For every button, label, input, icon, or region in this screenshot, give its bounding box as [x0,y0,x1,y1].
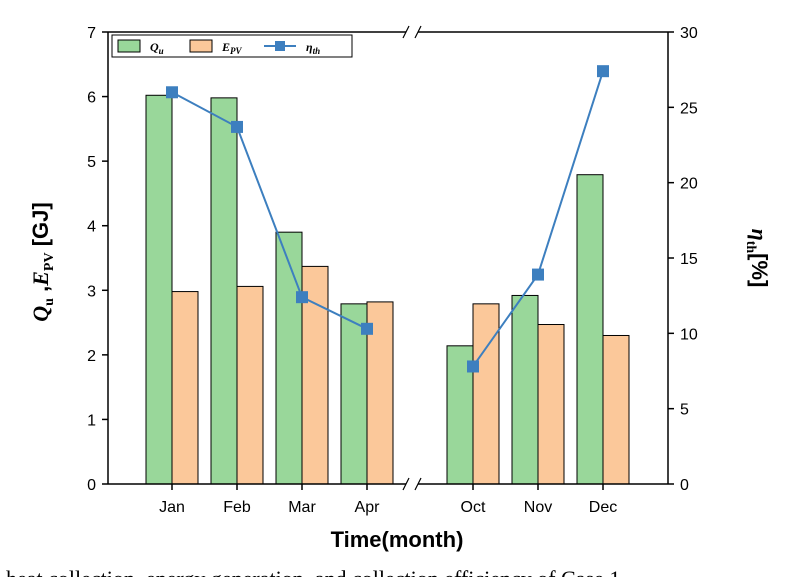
legend-box [111,34,353,58]
legend-swatch-epv [189,39,213,53]
left-tick-label: 3 [87,283,96,300]
x-axis-title: Time(month) [331,527,464,552]
x-tick-label: Dec [589,499,617,516]
right-tick-label: 20 [680,176,698,193]
eta-line-segment-1 [171,91,368,330]
eta-point-dec [597,65,609,78]
left-axis-title: Qu ,EPV [GJ] [28,202,57,321]
left-tick-label: 4 [87,219,96,236]
x-tick-label: Apr [355,499,381,516]
right-axis-title-eta: η [747,229,772,241]
left-tick-label: 6 [87,90,96,107]
axis-break-bottom [402,477,422,491]
bar-qu-mar [275,231,303,485]
right-axis-title: ηth[%] [743,229,772,288]
left-tick-label: 2 [87,348,96,365]
x-tick-label: Nov [524,499,552,516]
left-tick-label: 5 [87,154,96,171]
axes-group: 0 1 2 3 4 5 6 7 0 5 10 15 20 25 30 Jan Feb Mar Apr Oct Nov De… [87,25,698,516]
left-axis-title-sep: , [28,286,53,298]
line-layer [166,65,609,373]
right-tick-label: 5 [680,402,689,419]
legend: Qu EPV ηth [111,34,353,58]
eta-point-apr [361,322,373,335]
x-tick-label: Jan [159,499,185,516]
eta-point-oct [467,360,479,373]
left-axis-title-e: E [28,271,53,287]
left-axis-title-q-sub: u [42,298,57,306]
bar-qu-jan [145,94,173,485]
bar-epv-oct [472,303,500,485]
right-axis-title-unit: [%] [747,253,772,287]
eta-point-mar [296,291,308,304]
bar-epv-jan [171,291,199,485]
left-tick-label: 0 [87,477,96,494]
left-axis-title-q: Q [28,306,53,322]
left-axis-title-unit: [GJ] [28,202,53,252]
bar-epv-dec [602,334,630,485]
right-tick-label: 25 [680,100,698,117]
bar-qu-dec [576,174,604,485]
left-axis-title-e-sub: PV [42,252,57,271]
bar-qu-feb [210,97,238,485]
bar-epv-nov [537,324,565,485]
eta-point-feb [231,120,243,133]
right-tick-label: 0 [680,477,689,494]
right-tick-label: 15 [680,251,698,268]
bar-epv-feb [236,285,264,485]
x-tick-label: Feb [223,499,251,516]
right-axis-title-sub: th [743,241,758,254]
left-tick-label: 1 [87,412,96,429]
legend-label-qu: Qu [150,40,164,56]
legend-label-epv: EPV [221,40,243,56]
legend-marker-eta [275,41,285,51]
eta-point-nov [532,268,544,281]
x-tick-label: Mar [288,499,316,516]
left-tick-label: 7 [87,25,96,42]
bar-qu-nov [511,294,539,485]
bars-group [145,94,630,485]
caption-fragment: heat collection, energy generation, and … [6,566,620,577]
legend-label-eta: ηth [306,40,320,56]
right-tick-label: 10 [680,326,698,343]
right-tick-label: 30 [680,25,698,42]
legend-swatch-qu [117,39,141,53]
x-tick-label: Oct [461,499,486,516]
axis-break-top [402,25,422,39]
eta-point-jan [166,86,178,99]
